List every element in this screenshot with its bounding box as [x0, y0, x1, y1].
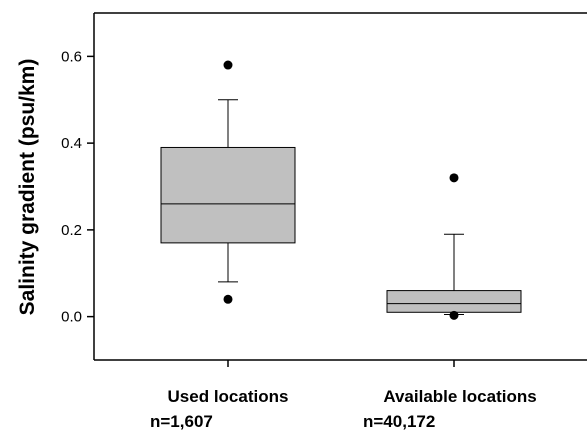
- box-plot-series: [160, 60, 522, 367]
- category-n-used: n=1,607: [150, 412, 213, 431]
- category-label-available: Available locations: [383, 387, 536, 406]
- outlier-point-high: [449, 173, 459, 183]
- category-label-used: Used locations: [168, 387, 289, 406]
- outlier-point-low: [449, 310, 459, 320]
- y-tick-label: 0.2: [61, 222, 82, 239]
- y-axis-ticks: 0.0 0.2 0.4 0.6: [61, 48, 94, 326]
- category-n-available: n=40,172: [363, 412, 435, 431]
- outlier-point-low: [223, 294, 233, 304]
- y-tick-label: 0.4: [61, 135, 82, 152]
- y-tick-label: 0.0: [61, 309, 82, 326]
- box-iqr: [160, 146, 296, 244]
- y-tick-label: 0.6: [61, 48, 82, 65]
- box-iqr: [386, 290, 522, 313]
- outlier-point-high: [223, 60, 233, 70]
- y-axis-title: Salinity gradient (psu/km): [16, 59, 39, 316]
